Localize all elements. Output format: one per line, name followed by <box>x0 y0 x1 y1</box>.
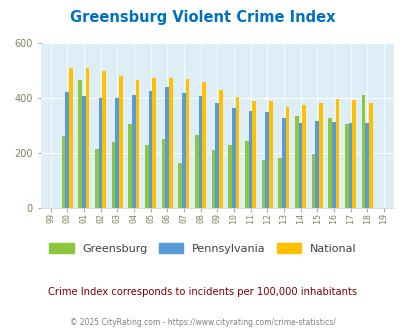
Bar <box>69 68 72 208</box>
Text: Greensburg Violent Crime Index: Greensburg Violent Crime Index <box>70 10 335 25</box>
Bar <box>65 92 69 208</box>
Bar <box>111 142 115 208</box>
Bar <box>298 123 302 208</box>
Bar <box>132 95 135 208</box>
Bar <box>261 160 265 208</box>
Text: © 2025 CityRating.com - https://www.cityrating.com/crime-statistics/: © 2025 CityRating.com - https://www.city… <box>70 318 335 327</box>
Bar <box>165 87 168 208</box>
Bar <box>348 123 352 208</box>
Bar <box>232 108 235 208</box>
Bar <box>78 80 82 208</box>
Bar <box>368 103 372 208</box>
Bar <box>219 90 222 208</box>
Bar <box>248 111 252 208</box>
Bar <box>361 95 364 208</box>
Bar <box>181 93 185 208</box>
Bar <box>331 122 335 208</box>
Bar <box>198 96 202 208</box>
Bar <box>62 136 65 208</box>
Bar <box>335 99 339 208</box>
Bar <box>185 80 189 208</box>
Bar <box>85 68 89 208</box>
Bar <box>235 96 239 208</box>
Bar <box>119 77 122 208</box>
Bar <box>285 107 289 208</box>
Bar <box>269 101 272 208</box>
Bar <box>352 100 355 208</box>
Bar <box>278 158 281 208</box>
Bar <box>245 141 248 208</box>
Bar <box>202 82 206 208</box>
Bar <box>311 154 315 208</box>
Bar <box>115 98 119 208</box>
Bar <box>178 162 181 208</box>
Bar <box>302 105 305 208</box>
Bar <box>215 103 219 208</box>
Bar <box>265 112 269 208</box>
Bar <box>211 150 215 208</box>
Bar <box>161 139 165 208</box>
Bar <box>252 101 256 208</box>
Bar <box>145 145 148 208</box>
Bar <box>152 78 156 208</box>
Bar <box>82 96 85 208</box>
Bar <box>364 123 368 208</box>
Bar <box>128 124 132 208</box>
Bar <box>148 91 152 208</box>
Bar <box>98 98 102 208</box>
Bar <box>228 145 232 208</box>
Text: Crime Index corresponds to incidents per 100,000 inhabitants: Crime Index corresponds to incidents per… <box>48 287 357 297</box>
Bar <box>135 80 139 208</box>
Bar <box>294 116 298 208</box>
Bar <box>318 103 322 208</box>
Bar <box>194 135 198 208</box>
Bar <box>328 118 331 208</box>
Bar <box>344 124 348 208</box>
Bar <box>168 78 172 208</box>
Bar <box>281 118 285 208</box>
Bar <box>95 149 98 208</box>
Bar <box>315 121 318 208</box>
Bar <box>102 71 106 208</box>
Legend: Greensburg, Pennsylvania, National: Greensburg, Pennsylvania, National <box>45 238 360 258</box>
